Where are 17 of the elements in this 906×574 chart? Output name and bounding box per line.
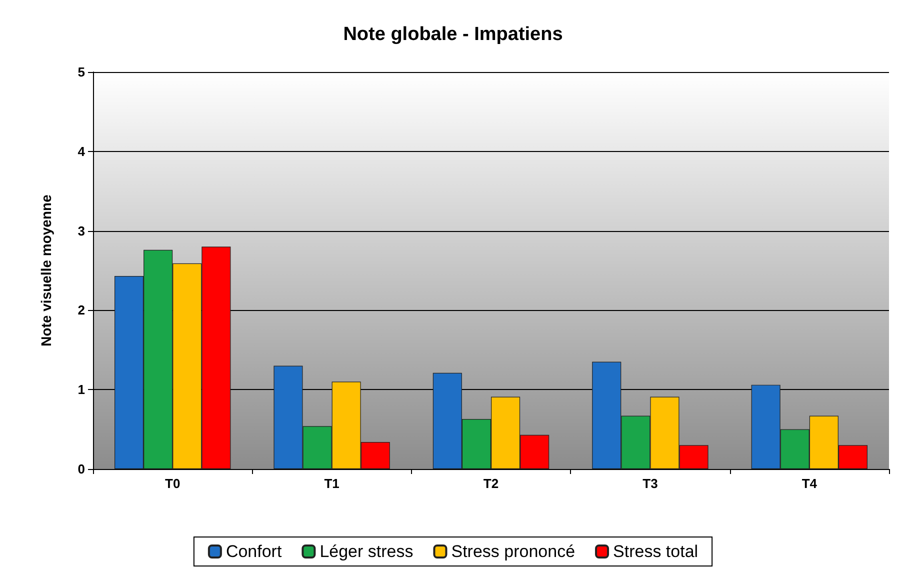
legend-label: Stress prononcé <box>451 542 576 561</box>
legend-label: Confort <box>226 542 282 561</box>
y-axis-title: Note visuelle moyenne <box>38 194 54 346</box>
y-tick-label: 3 <box>78 223 85 238</box>
x-tick-label: T0 <box>165 476 180 491</box>
y-tick-label: 0 <box>78 462 85 476</box>
legend-label: Léger stress <box>320 542 414 561</box>
legend-label: Stress total <box>613 542 698 561</box>
x-tick-label: T4 <box>802 476 818 491</box>
x-tick-label: T2 <box>483 476 499 491</box>
y-tick-label: 2 <box>78 302 85 318</box>
x-tick-label: T3 <box>642 476 658 491</box>
chart-title: Note globale - Impatiens <box>343 24 563 45</box>
y-tick-label: 5 <box>78 64 85 80</box>
x-tick-label: T1 <box>324 476 340 491</box>
y-tick-label: 1 <box>78 382 85 398</box>
y-tick-label: 4 <box>78 144 86 159</box>
